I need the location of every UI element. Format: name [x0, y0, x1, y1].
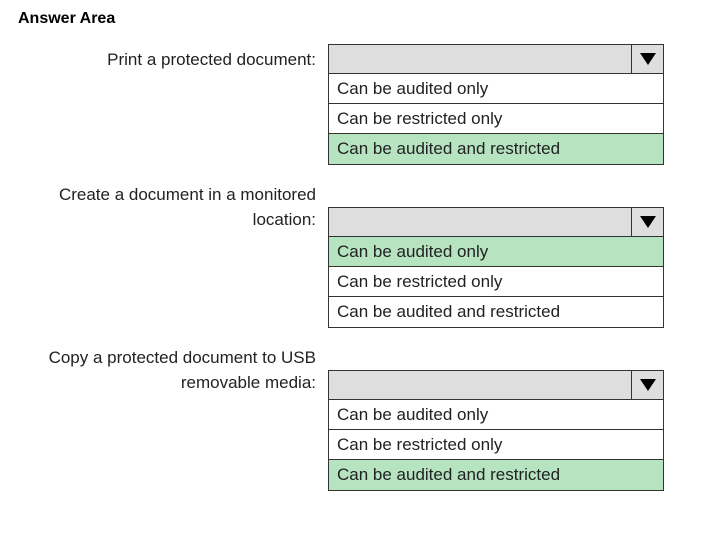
chevron-down-icon — [640, 53, 656, 65]
question-row-1: Print a protected document: Can be audit… — [18, 44, 690, 165]
option-1-2[interactable]: Can be audited and restricted — [329, 134, 663, 164]
question-row-2: Create a document in a monitored locatio… — [18, 179, 690, 328]
options-box-2: Can be audited only Can be restricted on… — [328, 237, 664, 328]
question-label-3: Copy a protected document to USB removab… — [18, 342, 328, 395]
question-label-2: Create a document in a monitored locatio… — [18, 179, 328, 232]
page-title: Answer Area — [18, 10, 690, 28]
dropdown-3[interactable] — [328, 370, 664, 400]
answer-col-3: Can be audited only Can be restricted on… — [328, 342, 664, 491]
dropdown-arrow-1[interactable] — [631, 45, 663, 73]
dropdown-value-3 — [329, 371, 631, 399]
question-label-1: Print a protected document: — [18, 44, 328, 73]
option-1-1[interactable]: Can be restricted only — [329, 104, 663, 134]
answer-col-1: Can be audited only Can be restricted on… — [328, 44, 664, 165]
answer-col-2: Can be audited only Can be restricted on… — [328, 179, 664, 328]
option-3-1[interactable]: Can be restricted only — [329, 430, 663, 460]
dropdown-arrow-2[interactable] — [631, 208, 663, 236]
option-2-2[interactable]: Can be audited and restricted — [329, 297, 663, 327]
dropdown-value-2 — [329, 208, 631, 236]
options-box-3: Can be audited only Can be restricted on… — [328, 400, 664, 491]
option-3-0[interactable]: Can be audited only — [329, 400, 663, 430]
chevron-down-icon — [640, 216, 656, 228]
option-3-2[interactable]: Can be audited and restricted — [329, 460, 663, 490]
question-row-3: Copy a protected document to USB removab… — [18, 342, 690, 491]
options-box-1: Can be audited only Can be restricted on… — [328, 74, 664, 165]
dropdown-arrow-3[interactable] — [631, 371, 663, 399]
option-2-1[interactable]: Can be restricted only — [329, 267, 663, 297]
option-2-0[interactable]: Can be audited only — [329, 237, 663, 267]
dropdown-1[interactable] — [328, 44, 664, 74]
chevron-down-icon — [640, 379, 656, 391]
option-1-0[interactable]: Can be audited only — [329, 74, 663, 104]
dropdown-value-1 — [329, 45, 631, 73]
dropdown-2[interactable] — [328, 207, 664, 237]
